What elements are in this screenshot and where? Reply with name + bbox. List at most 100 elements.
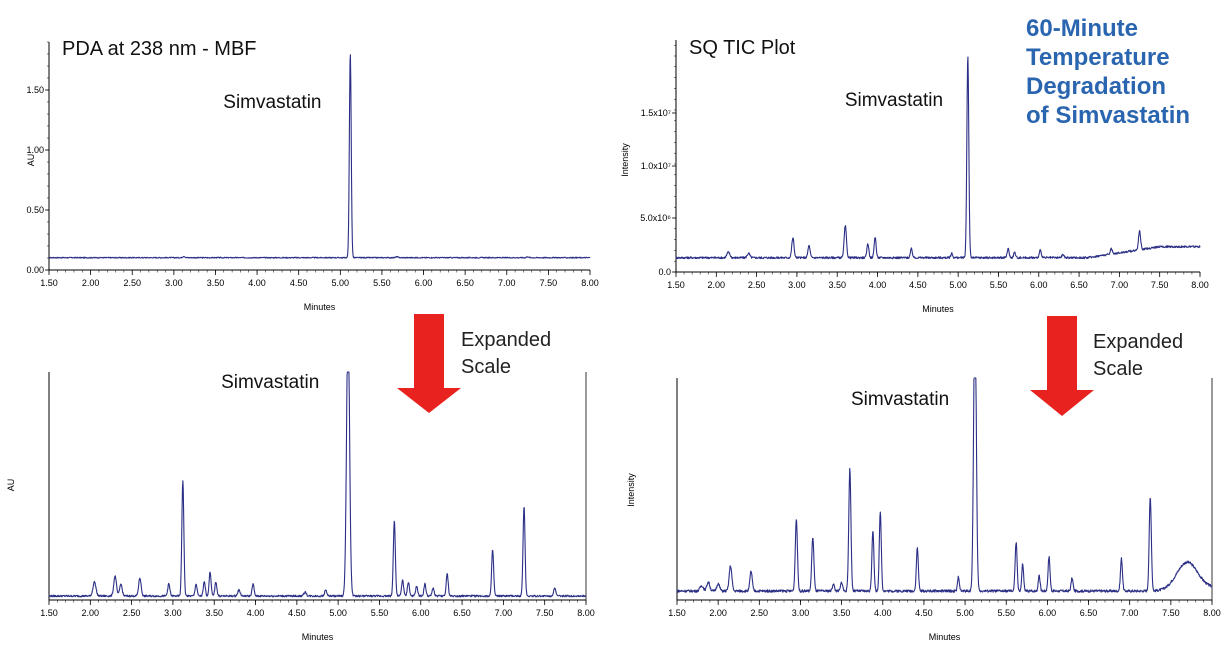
x-tick-label: 3.50 <box>207 278 225 288</box>
trace-line-1 <box>49 55 590 258</box>
trace-line-2 <box>676 57 1200 259</box>
y-axis-label-3: AU <box>6 479 16 492</box>
arrow-right-label-line2: Scale <box>1093 358 1143 380</box>
chart-panel-4: 1.50 2.00 2.50 3.00 3.50 4.00 4.50 5.00 5.50 6.00… <box>626 378 1221 642</box>
x-tick-label: 2.50 <box>751 608 769 618</box>
x-tick-label: 7.00 <box>498 278 516 288</box>
x-tick-label: 2.00 <box>82 278 100 288</box>
x-tick-label: 4.00 <box>874 608 892 618</box>
x-tick-label: 6.50 <box>453 608 471 618</box>
chart-title-2: SQ TIC Plot <box>689 37 796 59</box>
x-tick-label: 5.50 <box>997 608 1015 618</box>
x-tick-label: 4.50 <box>909 280 927 290</box>
arrow-right-label-line1: Expanded <box>1093 331 1183 353</box>
x-tick-label: 6.50 <box>1070 280 1088 290</box>
y-tick-label: 0.0 <box>658 267 671 277</box>
x-tick-label: 5.00 <box>949 280 967 290</box>
x-tick-label: 5.50 <box>990 280 1008 290</box>
x-tick-label: 8.00 <box>577 608 595 618</box>
x-tick-label: 4.50 <box>915 608 933 618</box>
y-axis-label-2: Intensity <box>620 143 630 177</box>
x-tick-label: 6.50 <box>1080 608 1098 618</box>
y-axis-label-1: AU <box>26 154 36 167</box>
x-ticks-4: 1.50 2.00 2.50 3.00 3.50 4.00 4.50 5.00 5.50 6.00… <box>668 600 1221 618</box>
x-tick-label: 3.50 <box>833 608 851 618</box>
x-tick-label: 6.00 <box>412 608 430 618</box>
x-tick-label: 4.50 <box>290 278 308 288</box>
x-tick-label: 7.00 <box>495 608 513 618</box>
x-tick-label: 2.00 <box>708 280 726 290</box>
x-tick-label: 8.00 <box>1191 280 1209 290</box>
arrow-left: Expanded Scale <box>397 314 551 413</box>
x-tick-label: 4.00 <box>248 278 266 288</box>
peak-annotation-3: Simvastatin <box>221 372 319 393</box>
x-ticks-3: 1.50 2.00 2.50 3.00 3.50 4.00 4.50 5.00 5.50 6.00… <box>40 600 595 618</box>
y-tick-label: 1.00 <box>26 145 44 155</box>
peak-annotation-4: Simvastatin <box>851 389 949 410</box>
charts-group: 1.50 2.00 2.50 3.00 3.50 4.00 4.50 5.00 5.50 6.00… <box>6 37 1221 642</box>
x-tick-label: 4.50 <box>288 608 306 618</box>
x-tick-label: 1.50 <box>667 280 685 290</box>
x-tick-label: 8.00 <box>1203 608 1221 618</box>
x-axis-label-3: Minutes <box>302 632 334 642</box>
x-tick-label: 1.50 <box>40 608 58 618</box>
x-axis-label-1: Minutes <box>304 302 336 312</box>
x-tick-label: 7.50 <box>1151 280 1169 290</box>
x-tick-label: 2.50 <box>123 278 141 288</box>
expand-arrow-left-icon <box>397 314 461 413</box>
arrow-right: Expanded Scale <box>1030 316 1183 416</box>
x-tick-label: 4.00 <box>247 608 265 618</box>
x-tick-label: 3.50 <box>205 608 223 618</box>
x-axis-label-2: Minutes <box>922 304 954 314</box>
y-tick-label: 1.5x10⁷ <box>641 108 671 118</box>
y-tick-label: 5.0x10⁶ <box>640 213 671 223</box>
chart-panel-2: 1.50 2.00 2.50 3.00 3.50 4.00 4.50 5.00 5.50 6.00… <box>620 37 1209 314</box>
x-tick-label: 8.00 <box>581 278 599 288</box>
x-tick-label: 1.50 <box>40 278 58 288</box>
x-tick-label: 3.00 <box>788 280 806 290</box>
y-tick-label: 1.50 <box>26 85 44 95</box>
x-tick-label: 5.00 <box>956 608 974 618</box>
y-ticks-2: 0.0 5.0x10⁶ 1.0x10⁷ 1.5x10⁷ <box>640 45 676 277</box>
chart-panel-3: 1.50 2.00 2.50 3.00 3.50 4.00 4.50 5.00 5.50 6.00… <box>6 372 595 642</box>
chart-title-1: PDA at 238 nm - MBF <box>62 38 257 60</box>
y-tick-label: 1.0x10⁷ <box>641 161 671 171</box>
x-tick-label: 2.00 <box>82 608 100 618</box>
x-tick-label: 3.00 <box>792 608 810 618</box>
y-tick-label: 0.00 <box>26 265 44 275</box>
x-tick-label: 2.50 <box>123 608 141 618</box>
x-tick-label: 5.50 <box>373 278 391 288</box>
x-tick-label: 6.00 <box>1030 280 1048 290</box>
x-tick-label: 3.00 <box>165 278 183 288</box>
x-tick-label: 2.50 <box>748 280 766 290</box>
x-tick-label: 1.50 <box>668 608 686 618</box>
x-tick-label: 5.00 <box>329 608 347 618</box>
trace-line-3 <box>49 372 586 597</box>
x-tick-label: 6.00 <box>1039 608 1057 618</box>
x-tick-label: 5.00 <box>332 278 350 288</box>
arrow-left-label-line2: Scale <box>461 356 511 378</box>
x-tick-label: 7.50 <box>540 278 558 288</box>
trace-line-4 <box>677 378 1212 592</box>
x-tick-label: 7.50 <box>1162 608 1180 618</box>
peak-annotation-2: Simvastatin <box>845 90 943 111</box>
x-tick-label: 6.00 <box>415 278 433 288</box>
x-tick-label: 4.00 <box>869 280 887 290</box>
x-tick-label: 3.50 <box>828 280 846 290</box>
x-tick-label: 5.50 <box>371 608 389 618</box>
y-tick-label: 0.50 <box>26 205 44 215</box>
x-tick-label: 3.00 <box>164 608 182 618</box>
x-axis-label-4: Minutes <box>929 632 961 642</box>
peak-annotation-1: Simvastatin <box>223 92 321 113</box>
chart-panel-1: 1.50 2.00 2.50 3.00 3.50 4.00 4.50 5.00 5.50 6.00… <box>26 38 599 312</box>
x-tick-label: 7.00 <box>1111 280 1129 290</box>
x-tick-label: 6.50 <box>456 278 474 288</box>
x-ticks-2: 1.50 2.00 2.50 3.00 3.50 4.00 4.50 5.00 5.50 6.00… <box>667 272 1209 290</box>
x-tick-label: 2.00 <box>709 608 727 618</box>
x-ticks-1: 1.50 2.00 2.50 3.00 3.50 4.00 4.50 5.00 5.50 6.00… <box>40 270 599 288</box>
x-tick-label: 7.50 <box>536 608 554 618</box>
expand-arrow-right-icon <box>1030 316 1094 416</box>
x-tick-label: 7.00 <box>1121 608 1139 618</box>
arrow-left-label-line1: Expanded <box>461 329 551 351</box>
